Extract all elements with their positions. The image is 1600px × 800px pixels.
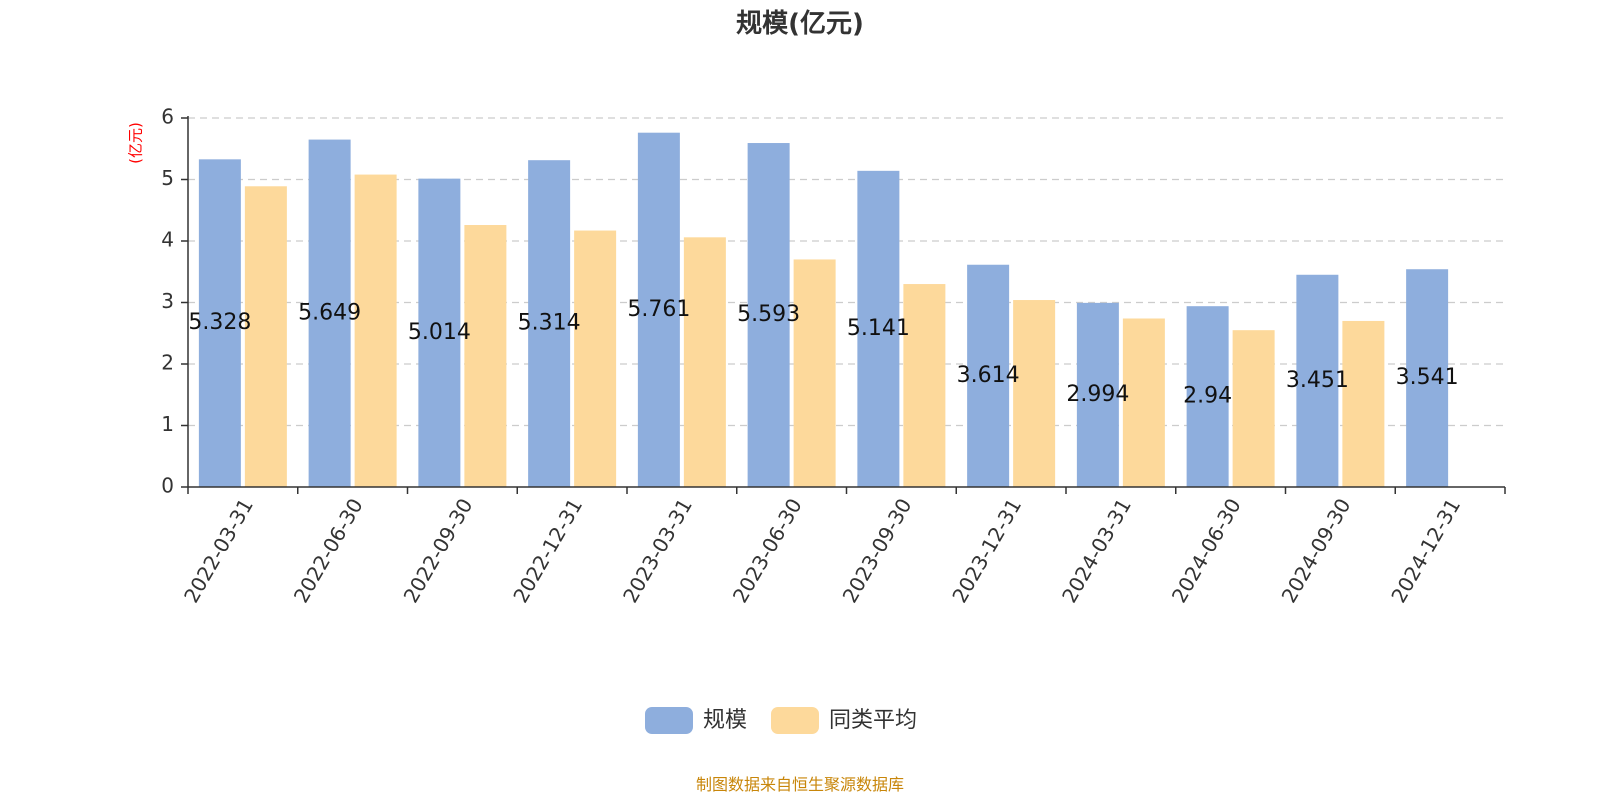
bar-规模[interactable] — [1406, 269, 1449, 487]
data-label: 2.994 — [1066, 382, 1129, 407]
x-tick-label: 2024-03-31 — [1057, 494, 1136, 607]
bar-同类平均[interactable] — [1342, 320, 1385, 487]
bar-同类平均[interactable] — [354, 174, 397, 487]
data-label: 5.593 — [737, 302, 800, 327]
bar-规模[interactable] — [747, 143, 790, 487]
bar-同类平均[interactable] — [244, 186, 287, 487]
x-tick-label: 2023-06-30 — [728, 494, 807, 607]
y-tick-label: 6 — [161, 105, 174, 129]
legend-item[interactable]: 同类平均 — [771, 707, 917, 734]
bar-同类平均[interactable] — [1013, 300, 1056, 487]
bar-规模[interactable] — [637, 132, 680, 488]
x-tick-label: 2023-03-31 — [618, 494, 697, 607]
x-tick-label: 2023-12-31 — [947, 494, 1026, 607]
y-tick-label: 1 — [161, 412, 174, 436]
legend-label: 规模 — [703, 708, 747, 733]
data-label: 5.649 — [298, 300, 361, 325]
x-tick-label: 2022-09-30 — [399, 494, 478, 607]
bar-同类平均[interactable] — [793, 259, 836, 487]
bar-同类平均[interactable] — [464, 225, 507, 487]
data-label: 2.94 — [1183, 384, 1232, 409]
bar-规模[interactable] — [857, 170, 900, 488]
bar-规模[interactable] — [528, 160, 571, 487]
data-label: 5.014 — [408, 320, 471, 345]
y-axis-unit-label: (亿元) — [127, 122, 145, 164]
data-label: 5.141 — [847, 316, 910, 341]
bar-同类平均[interactable] — [574, 230, 617, 488]
legend-swatch — [645, 707, 693, 734]
bar-规模[interactable] — [1076, 302, 1119, 487]
grid-lines — [188, 117, 1505, 427]
x-tick-label: 2022-06-30 — [289, 494, 368, 607]
y-tick-label: 3 — [161, 289, 174, 313]
bar-规模[interactable] — [967, 264, 1010, 487]
bar-规模[interactable] — [1186, 306, 1229, 487]
legend-label: 同类平均 — [829, 708, 917, 733]
x-tick-label: 2024-06-30 — [1167, 494, 1246, 607]
data-label: 3.451 — [1286, 368, 1349, 393]
bar-规模[interactable] — [418, 178, 461, 487]
x-tick-label: 2024-12-31 — [1386, 494, 1465, 607]
bars — [198, 132, 1449, 488]
bar-同类平均[interactable] — [1232, 330, 1275, 487]
x-tick-label: 2023-09-30 — [838, 494, 917, 607]
source-note: 制图数据来自恒生聚源数据库 — [696, 775, 904, 794]
data-label: 5.761 — [627, 297, 690, 322]
y-tick-label: 2 — [161, 351, 174, 375]
chart-title: 规模(亿元) — [736, 9, 864, 39]
bar-同类平均[interactable] — [903, 284, 946, 487]
data-label: 3.541 — [1396, 365, 1459, 390]
x-tick-label: 2022-03-31 — [179, 494, 258, 607]
bar-同类平均[interactable] — [683, 237, 726, 487]
legend-item[interactable]: 规模 — [645, 707, 747, 734]
y-tick-label: 4 — [161, 228, 174, 252]
bar-规模[interactable] — [308, 139, 351, 488]
y-tick-label: 5 — [161, 166, 174, 190]
x-tick-label: 2022-12-31 — [508, 494, 587, 607]
bar-同类平均[interactable] — [1122, 318, 1165, 487]
legend-swatch — [771, 707, 819, 734]
bar-规模[interactable] — [1296, 274, 1339, 487]
x-tick-label: 2024-09-30 — [1277, 494, 1356, 607]
data-label: 5.328 — [188, 310, 251, 335]
y-tick-label: 0 — [161, 474, 174, 498]
data-labels: 5.328 5.649 5.014 5.314 5.761 5.593 5.141 3.614… — [188, 297, 1458, 409]
legend[interactable]: 规模 同类平均 — [645, 707, 917, 734]
data-label: 3.614 — [957, 363, 1020, 388]
data-label: 5.314 — [518, 311, 581, 336]
bar-规模[interactable] — [198, 159, 241, 487]
